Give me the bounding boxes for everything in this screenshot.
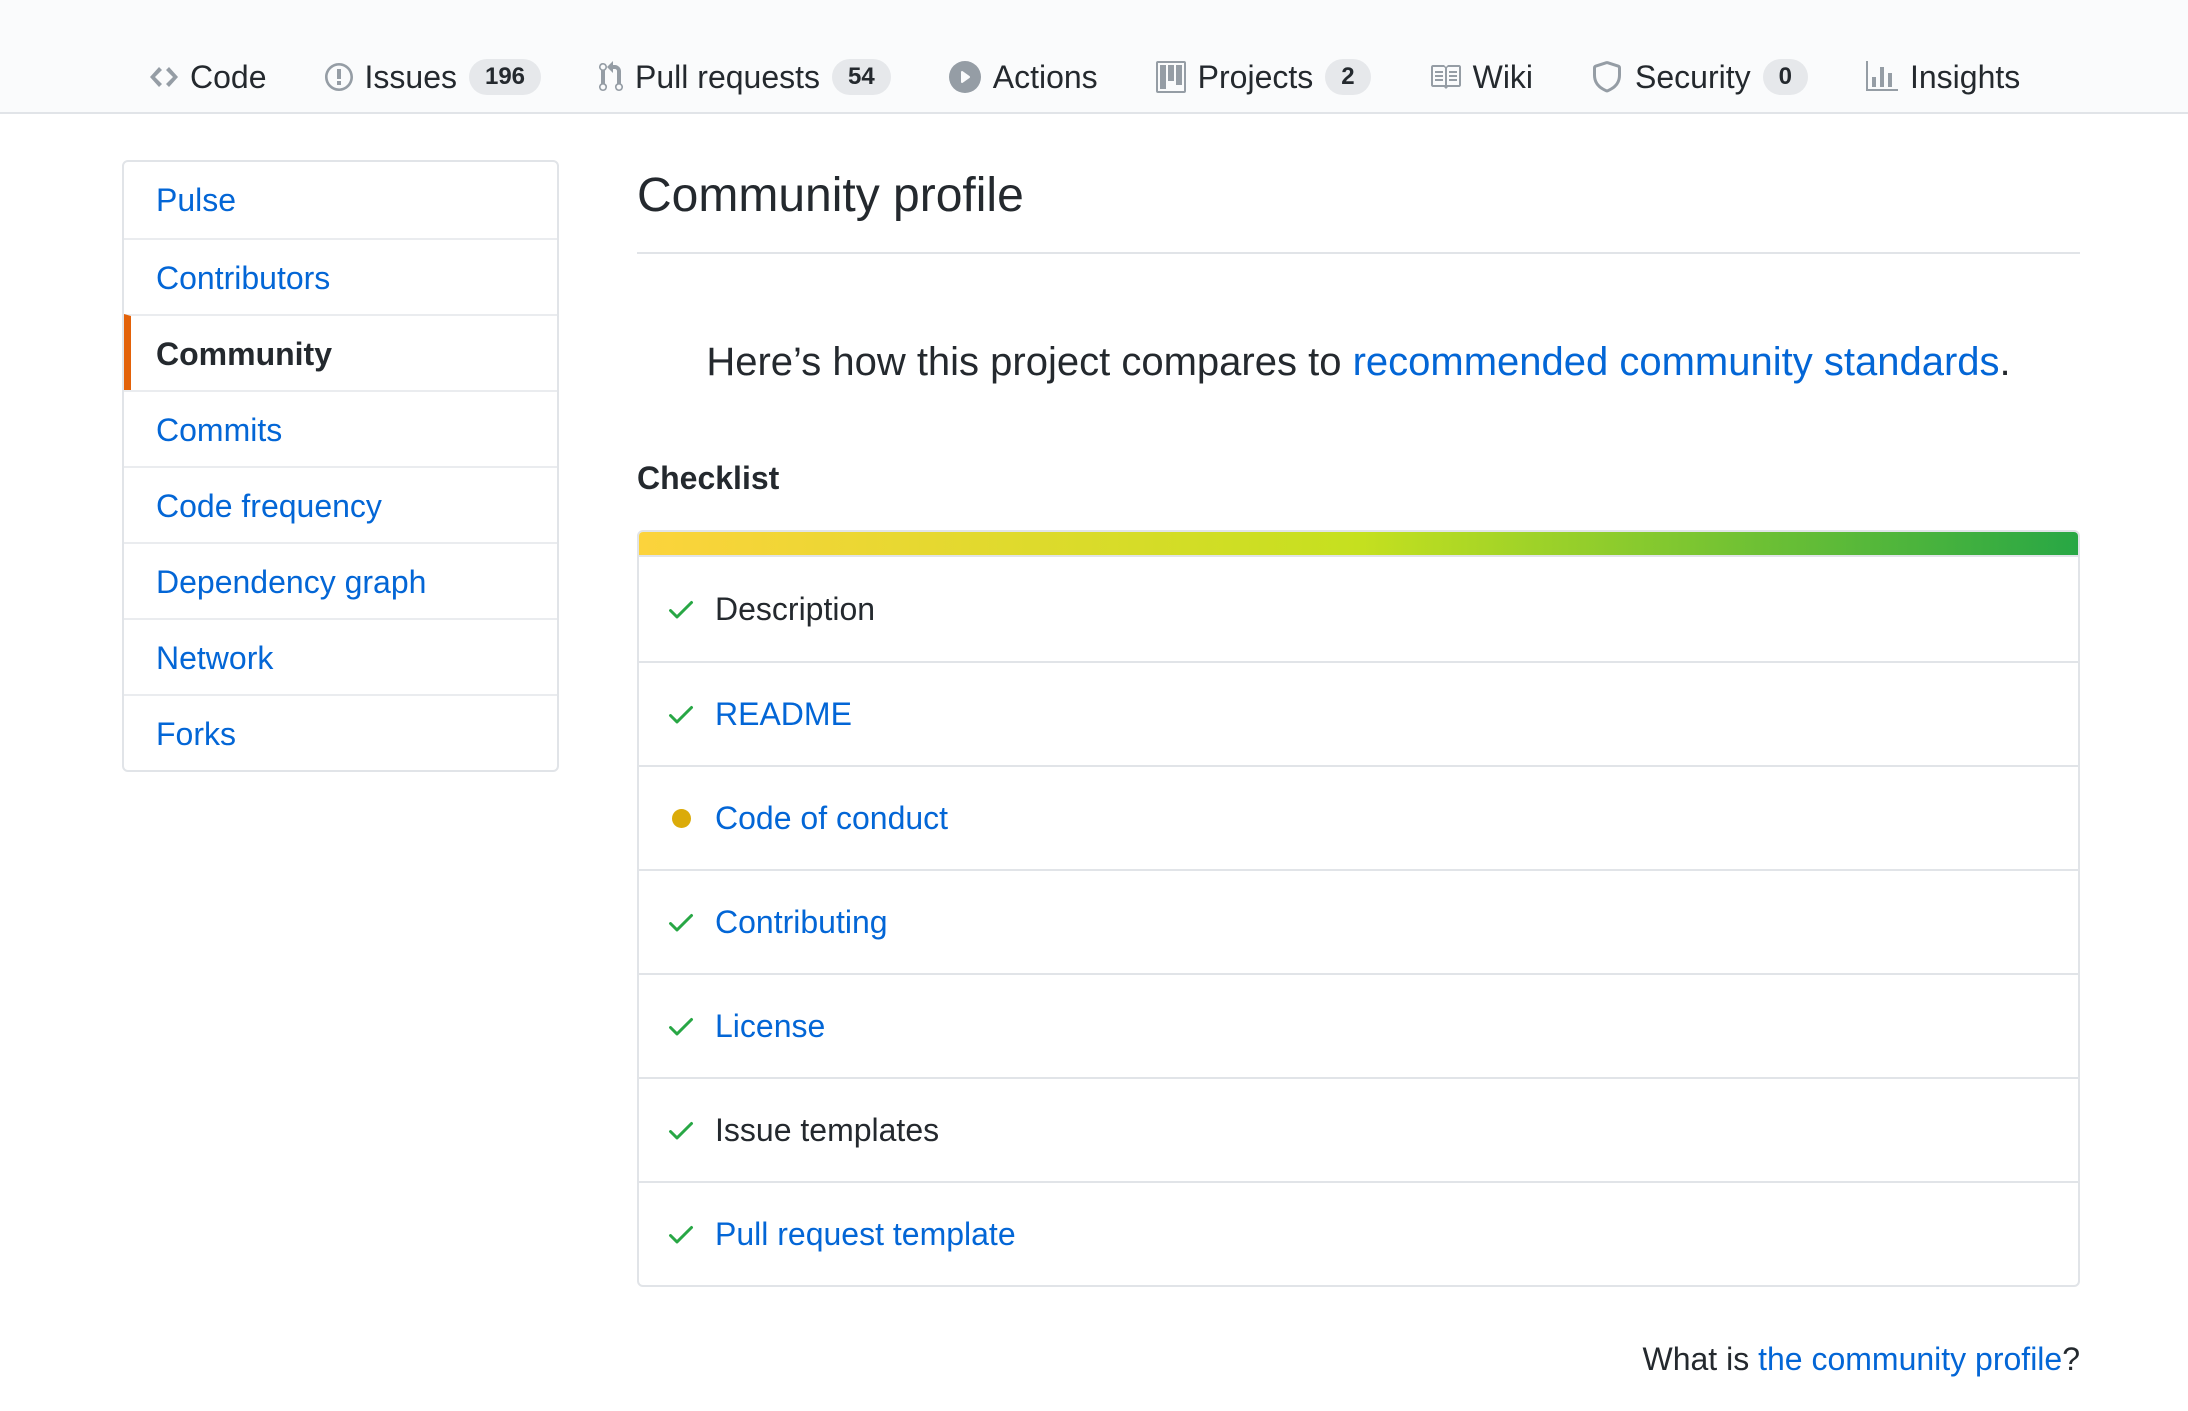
tab-issues[interactable]: Issues 196 bbox=[324, 57, 542, 97]
community-health-gradient-bar bbox=[639, 532, 2078, 557]
check-icon bbox=[663, 906, 699, 938]
git-pull-request-icon bbox=[599, 61, 624, 92]
checklist-row-code-of-conduct: Code of conduct bbox=[639, 765, 2078, 869]
issue-opened-icon bbox=[324, 63, 353, 91]
sidebar-item-forks[interactable]: Forks bbox=[124, 694, 557, 770]
graph-icon bbox=[1865, 61, 1898, 91]
insights-side-menu: Pulse Contributors Community Commits Cod… bbox=[122, 160, 559, 772]
tab-code[interactable]: Code bbox=[150, 57, 267, 97]
checklist-item-label: Description bbox=[715, 590, 876, 627]
footer-note: What is the community profile? bbox=[637, 1339, 2081, 1379]
checklist-row-readme: README bbox=[639, 661, 2078, 765]
checklist-row-pull-request-template: Pull request template bbox=[639, 1181, 2078, 1285]
license-link[interactable]: License bbox=[715, 1007, 826, 1044]
sidebar-item-dependency-graph[interactable]: Dependency graph bbox=[124, 542, 557, 618]
shield-icon bbox=[1593, 61, 1622, 93]
tab-label: Projects bbox=[1197, 59, 1314, 95]
intro-suffix: . bbox=[1999, 340, 2011, 384]
tab-wiki[interactable]: Wiki bbox=[1429, 57, 1533, 97]
code-of-conduct-link[interactable]: Code of conduct bbox=[715, 799, 949, 836]
tab-actions[interactable]: Actions bbox=[948, 57, 1098, 97]
intro-text: Here’s how this project compares to reco… bbox=[637, 338, 2080, 386]
sidebar-item-network[interactable]: Network bbox=[124, 618, 557, 694]
repo-tab-bar: Code Issues 196 Pull requests 54 Actions… bbox=[0, 0, 2188, 114]
project-icon bbox=[1155, 61, 1186, 93]
checklist-row-description: Description bbox=[639, 557, 2078, 661]
checklist-heading: Checklist bbox=[637, 460, 780, 496]
tab-insights[interactable]: Insights bbox=[1865, 57, 2021, 97]
contributing-link[interactable]: Contributing bbox=[715, 903, 888, 940]
tab-security[interactable]: Security 0 bbox=[1591, 57, 1808, 97]
check-icon bbox=[663, 1010, 699, 1042]
checklist-item-label: Issue templates bbox=[715, 1111, 940, 1148]
community-profile-help-link[interactable]: the community profile bbox=[1758, 1341, 2063, 1377]
check-icon bbox=[663, 593, 699, 625]
recommended-standards-link[interactable]: recommended community standards bbox=[1352, 340, 2000, 384]
code-icon bbox=[150, 67, 178, 87]
footer-suffix: ? bbox=[2062, 1341, 2080, 1377]
sidebar-item-code-frequency[interactable]: Code frequency bbox=[124, 466, 557, 542]
tab-label: Actions bbox=[992, 59, 1098, 95]
check-icon bbox=[663, 1114, 699, 1146]
security-counter-badge: 0 bbox=[1762, 59, 1808, 95]
sidebar-item-commits[interactable]: Commits bbox=[124, 390, 557, 466]
checklist-card: Description README Code of conduct bbox=[637, 530, 2080, 1287]
tab-label: Issues bbox=[364, 59, 457, 95]
pending-dot-icon bbox=[663, 808, 699, 828]
readme-link[interactable]: README bbox=[715, 695, 852, 732]
intro-prefix: Here’s how this project compares to bbox=[706, 340, 1353, 384]
checklist-row-issue-templates: Issue templates bbox=[639, 1077, 2078, 1181]
checklist-row-contributing: Contributing bbox=[639, 869, 2078, 973]
play-icon bbox=[948, 61, 981, 93]
pull-request-template-link[interactable]: Pull request template bbox=[715, 1215, 1016, 1252]
insights-layout: Pulse Contributors Community Commits Cod… bbox=[0, 114, 2188, 1411]
issues-counter-badge: 196 bbox=[468, 59, 542, 95]
tab-label: Pull requests bbox=[635, 59, 821, 95]
sidebar-item-pulse[interactable]: Pulse bbox=[156, 182, 237, 218]
projects-counter-badge: 2 bbox=[1325, 59, 1371, 95]
checklist: Description README Code of conduct bbox=[639, 557, 2078, 1285]
check-icon bbox=[663, 1218, 699, 1250]
tab-label: Security bbox=[1635, 59, 1751, 95]
tab-label: Wiki bbox=[1472, 59, 1534, 95]
checklist-row-license: License bbox=[639, 973, 2078, 1077]
pull-requests-counter-badge: 54 bbox=[832, 59, 891, 95]
sidebar-item-community[interactable]: Community bbox=[124, 314, 557, 390]
check-icon bbox=[663, 698, 699, 730]
tab-label: Insights bbox=[1909, 59, 2021, 95]
page-title: Community profile bbox=[637, 168, 2080, 254]
book-icon bbox=[1430, 65, 1461, 89]
repo-tabs-nav: Code Issues 196 Pull requests 54 Actions… bbox=[150, 57, 2078, 97]
tab-projects[interactable]: Projects 2 bbox=[1155, 57, 1371, 97]
sidebar-item-contributors[interactable]: Contributors bbox=[124, 238, 557, 314]
footer-prefix: What is bbox=[1642, 1341, 1759, 1377]
community-profile-main: Community profile Here’s how this projec… bbox=[637, 160, 2080, 1411]
tab-label: Code bbox=[190, 59, 267, 95]
tab-pull-requests[interactable]: Pull requests 54 bbox=[599, 57, 891, 97]
